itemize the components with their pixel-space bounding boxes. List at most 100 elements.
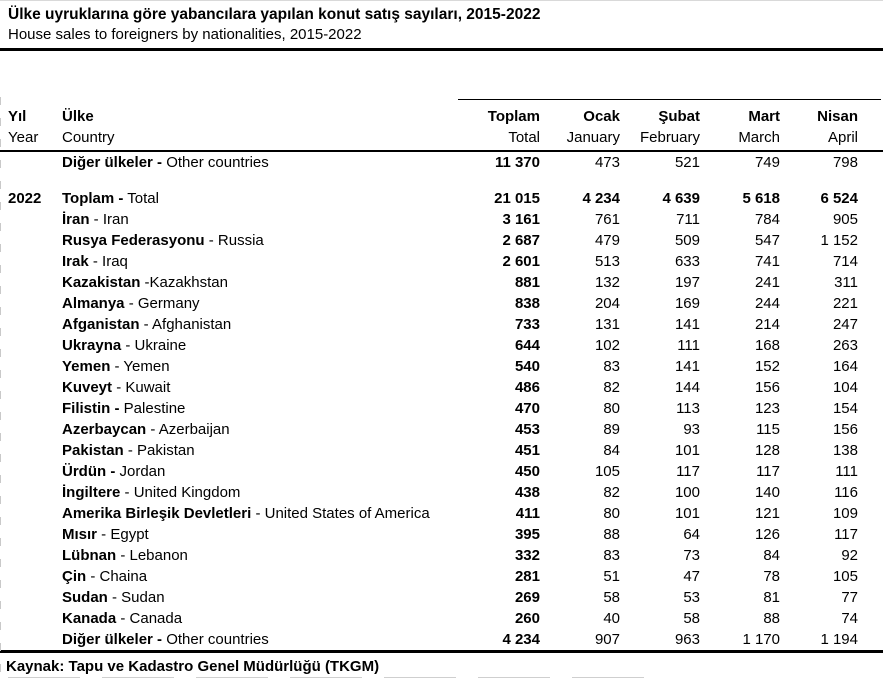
table-body: Diğer ülkeler - Other countries 11 370 4… (0, 152, 883, 650)
value-cell-total: 395 (514, 526, 540, 543)
value-cell-april: 111 (835, 463, 858, 480)
value-cell-march: 88 (763, 610, 780, 627)
title-block: Ülke uyruklarına göre yabancılara yapıla… (0, 1, 883, 51)
value-cell-january: 83 (603, 547, 620, 564)
country-cell: Amerika Birleşik Devletleri - United Sta… (62, 503, 458, 524)
country-name-english: Other countries (162, 631, 269, 648)
country-cell: Yemen - Yemen (62, 356, 458, 377)
value-cell-march: 784 (754, 211, 780, 228)
value-cell-april: 714 (832, 253, 858, 270)
value-cell-march: 84 (763, 547, 780, 564)
country-name-turkish: Lübnan (62, 547, 117, 564)
country-name-english: Palestine (119, 400, 186, 417)
value-cell-march: 81 (763, 589, 780, 606)
value-cell-february: 509 (674, 232, 700, 249)
year-cell (0, 629, 62, 650)
header-february: Şubat February (639, 108, 700, 146)
left-gridline-remnant (0, 97, 1, 675)
country-cell: İngiltere - United Kingdom (62, 482, 458, 503)
year-cell (0, 461, 62, 482)
year-cell (0, 314, 62, 335)
country-name-english: - Ukraine (121, 337, 187, 354)
year-cell (0, 482, 62, 503)
rule-above-number-columns (458, 99, 881, 100)
table-row: Yemen - Yemen 540 83 141 152 164 (0, 356, 883, 377)
value-cell-total: 438 (514, 484, 540, 501)
value-cell-january: 82 (603, 484, 620, 501)
country-name-english: - Russia (204, 232, 264, 249)
table-row: Sudan - Sudan 269 58 53 81 77 (0, 587, 883, 608)
table-row: Pakistan - Pakistan 451 84 101 128 138 (0, 440, 883, 461)
value-cell-march: 547 (754, 232, 780, 249)
country-name-english: - Afghanistan (139, 316, 232, 333)
value-cell-april: 154 (832, 400, 858, 417)
country-cell: Ürdün - Jordan (62, 461, 458, 482)
table-row: Kanada - Canada 260 40 58 88 74 (0, 608, 883, 629)
country-cell: Afganistan - Afghanistan (62, 314, 458, 335)
value-cell-january: 82 (603, 379, 620, 396)
country-name-turkish: Sudan (62, 589, 108, 606)
country-name-english: - United States of America (251, 505, 430, 522)
country-cell: Çin - Chaina (62, 566, 458, 587)
table-row: İran - Iran 3 161 761 711 784 905 (0, 209, 883, 230)
value-cell-february: 963 (674, 631, 700, 648)
value-cell-january: 907 (594, 631, 620, 648)
table-row: Çin - Chaina 281 51 47 78 105 (0, 566, 883, 587)
value-cell-march: 126 (754, 526, 780, 543)
table-row: Ürdün - Jordan 450 105 117 117 111 (0, 461, 883, 482)
value-cell-february: 93 (683, 421, 700, 438)
value-cell-april: 221 (832, 295, 858, 312)
country-name-turkish: Almanya (62, 295, 125, 312)
table-row: Almanya - Germany 838 204 169 244 221 (0, 293, 883, 314)
country-name-english: - Germany (124, 295, 200, 312)
header-january: Ocak January (566, 108, 620, 146)
value-cell-april: 74 (841, 610, 858, 627)
value-cell-april: 156 (832, 421, 858, 438)
country-name-turkish: Afganistan (62, 316, 140, 333)
value-cell-february: 144 (674, 379, 700, 396)
value-cell-january: 132 (594, 274, 620, 291)
year-cell (0, 503, 62, 524)
table-row: 2022 Toplam - Total 21 015 4 234 4 639 5… (0, 188, 883, 209)
value-cell-february: 169 (674, 295, 700, 312)
value-cell-february: 73 (683, 547, 700, 564)
value-cell-february: 47 (683, 568, 700, 585)
value-cell-january: 479 (594, 232, 620, 249)
table-row: Kazakistan -Kazakhstan 881 132 197 241 3… (0, 272, 883, 293)
table-row: Mısır - Egypt 395 88 64 126 117 (0, 524, 883, 545)
value-cell-january: 80 (603, 400, 620, 417)
value-cell-january: 83 (603, 358, 620, 375)
value-cell-april: 6 524 (820, 190, 858, 207)
value-cell-february: 117 (676, 463, 700, 480)
table-header: Yıl Year Ülke Country Toplam Total Ocak … (0, 99, 883, 152)
value-cell-total: 269 (514, 589, 540, 606)
value-cell-march: 244 (754, 295, 780, 312)
value-cell-april: 1 194 (820, 631, 858, 648)
value-cell-january: 473 (594, 154, 620, 171)
value-cell-total: 540 (514, 358, 540, 375)
country-name-english: Jordan (115, 463, 166, 480)
value-cell-january: 40 (603, 610, 620, 627)
value-cell-march: 128 (754, 442, 780, 459)
value-cell-april: 247 (832, 316, 858, 333)
value-cell-february: 197 (674, 274, 700, 291)
value-cell-january: 102 (594, 337, 620, 354)
value-cell-total: 3 161 (502, 211, 540, 228)
country-cell: Kuveyt - Kuwait (62, 377, 458, 398)
table-row: Irak - Iraq 2 601 513 633 741 714 (0, 251, 883, 272)
value-cell-february: 711 (676, 211, 700, 228)
table-row: Rusya Federasyonu - Russia 2 687 479 509… (0, 230, 883, 251)
value-cell-march: 156 (754, 379, 780, 396)
value-cell-february: 521 (674, 154, 700, 171)
value-cell-march: 168 (754, 337, 780, 354)
value-cell-february: 101 (674, 442, 700, 459)
country-name-english: - Iraq (88, 253, 128, 270)
country-name-turkish: Azerbaycan (62, 421, 147, 438)
header-country: Ülke Country (62, 108, 115, 146)
year-cell (0, 209, 62, 230)
value-cell-april: 263 (832, 337, 858, 354)
table-row: Filistin - Palestine 470 80 113 123 154 (0, 398, 883, 419)
country-name-turkish: Kuveyt (62, 379, 113, 396)
value-cell-total: 733 (514, 316, 540, 333)
